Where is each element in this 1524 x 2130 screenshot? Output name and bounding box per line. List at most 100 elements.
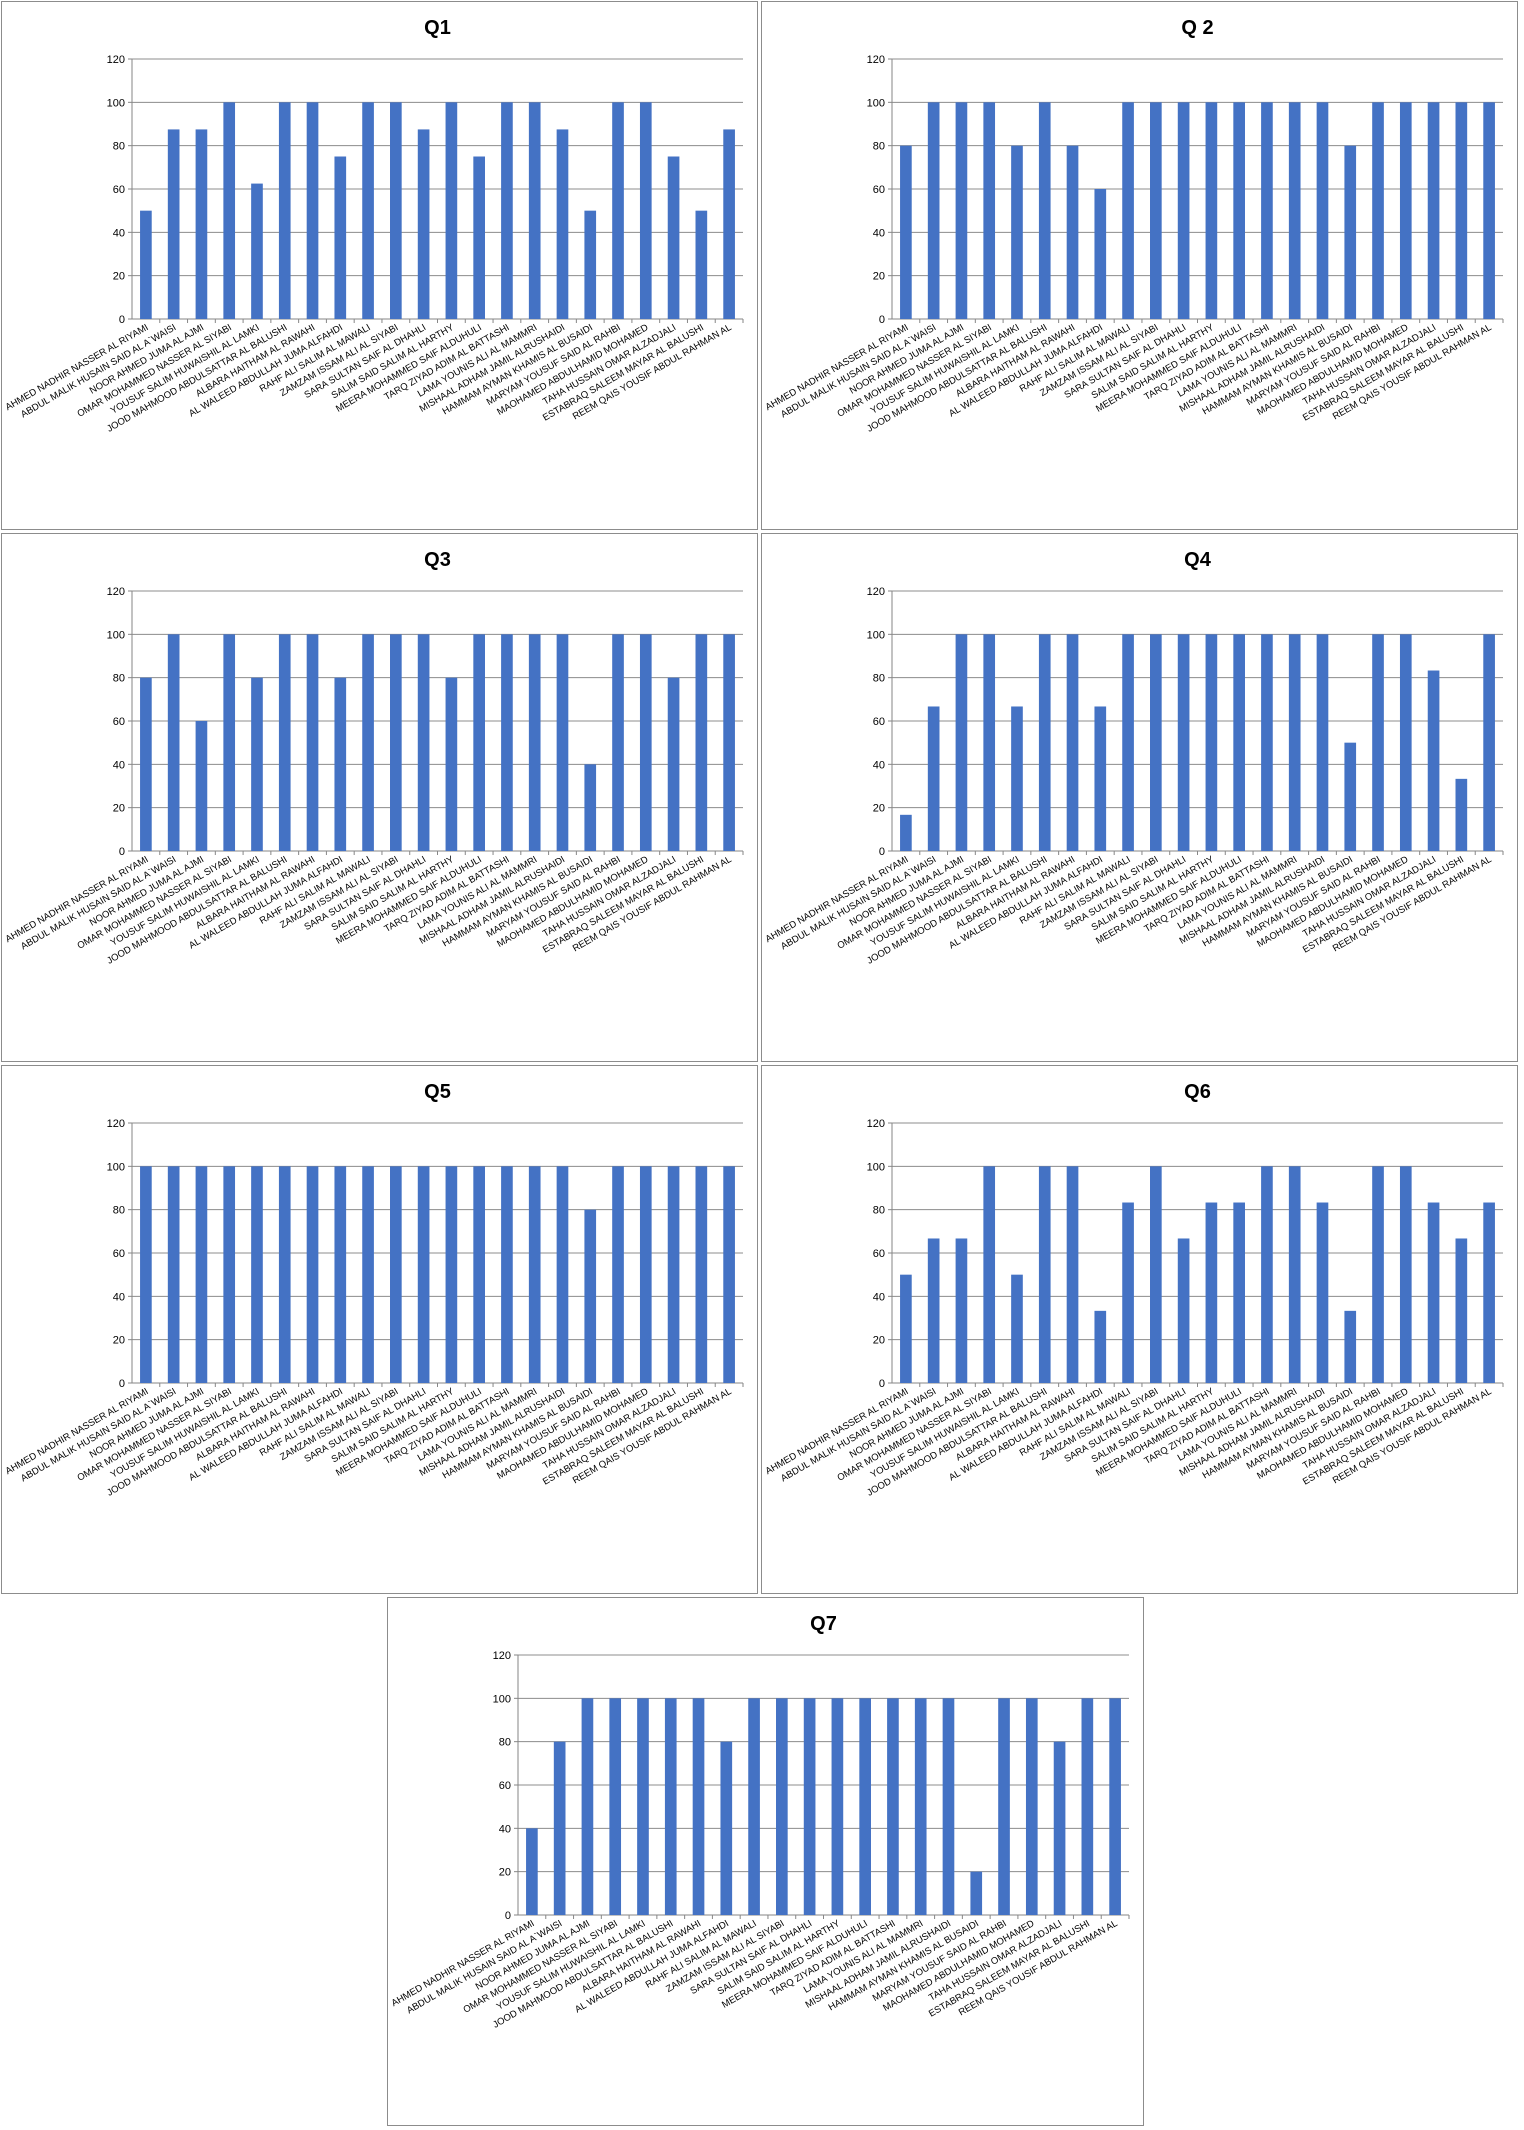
- bar: [776, 1698, 788, 1915]
- bar: [1150, 1166, 1162, 1383]
- bar: [501, 1166, 513, 1383]
- y-tick-label: 20: [113, 1335, 125, 1347]
- bar: [955, 1238, 968, 1383]
- bar: [955, 634, 968, 851]
- bar: [1122, 1202, 1134, 1383]
- chart-panel-q1: Q1 0 20 40 60 80 100 120 AHMED NADHIR NASSER AL …: [1, 1, 758, 530]
- bar: [501, 634, 513, 851]
- bar: [1038, 634, 1051, 851]
- bar: [1261, 102, 1273, 319]
- bar: [900, 1274, 912, 1383]
- bar: [528, 634, 541, 851]
- bar: [859, 1698, 871, 1915]
- bar: [639, 102, 652, 319]
- bar: [639, 1166, 652, 1383]
- bar: [983, 634, 996, 851]
- bar: [581, 1698, 594, 1915]
- bar: [942, 1698, 955, 1915]
- bar: [501, 102, 513, 319]
- bar: [612, 102, 624, 319]
- bar: [278, 102, 291, 319]
- bar: [1483, 634, 1495, 851]
- bar: [1455, 1238, 1468, 1383]
- chart-title: Q7: [810, 1613, 837, 1635]
- bar: [900, 145, 912, 319]
- bar: [927, 706, 940, 851]
- bar: [612, 1166, 624, 1383]
- chart-panel-q7: Q7 0 20 40 60 80 100 120 AHMED NADHIR NASSER AL …: [387, 1597, 1144, 2126]
- bar: [1177, 102, 1190, 319]
- bar: [1150, 634, 1162, 851]
- y-tick-label: 100: [867, 97, 885, 109]
- bar: [251, 183, 263, 319]
- y-tick-label: 20: [499, 1867, 511, 1879]
- bar: [195, 129, 208, 319]
- chart-title: Q5: [424, 1081, 451, 1103]
- chart-title: Q6: [1184, 1081, 1211, 1103]
- bar: [167, 129, 180, 319]
- y-tick-label: 120: [107, 1118, 125, 1130]
- y-tick-label: 40: [499, 1823, 511, 1835]
- y-tick-label: 80: [113, 141, 125, 153]
- y-tick-label: 40: [873, 1291, 885, 1303]
- y-tick-label: 20: [873, 1335, 885, 1347]
- bar: [1399, 1166, 1412, 1383]
- bar: [887, 1698, 899, 1915]
- bar: [1372, 1166, 1384, 1383]
- bar: [1066, 634, 1079, 851]
- bar: [1344, 145, 1357, 319]
- bar: [927, 102, 940, 319]
- bar: [1038, 1166, 1051, 1383]
- y-tick-label: 80: [113, 1205, 125, 1217]
- bar: [445, 677, 458, 851]
- bar: [556, 129, 569, 319]
- bar: [306, 634, 319, 851]
- bar: [1066, 1166, 1079, 1383]
- bar: [609, 1698, 622, 1915]
- y-tick-label: 80: [873, 1205, 885, 1217]
- y-tick-label: 60: [113, 716, 125, 728]
- bar: [223, 634, 236, 851]
- bar: [1122, 634, 1134, 851]
- bar: [445, 102, 458, 319]
- bar: [1399, 102, 1412, 319]
- bar: [334, 677, 347, 851]
- bar: [195, 721, 208, 851]
- y-tick-label: 100: [867, 629, 885, 641]
- bar: [1233, 634, 1245, 851]
- bar: [1205, 634, 1218, 851]
- bar: [473, 634, 485, 851]
- bar: [667, 677, 680, 851]
- bar: [584, 764, 597, 851]
- chart-panel-q5: Q5 0 20 40 60 80 100 120 AHMED NADHIR NASSER AL …: [1, 1065, 758, 1594]
- bar: [1066, 145, 1079, 319]
- y-tick-label: 20: [873, 803, 885, 815]
- bar: [195, 1166, 208, 1383]
- bar: [1288, 634, 1301, 851]
- y-tick-label: 100: [107, 1161, 125, 1173]
- y-tick-label: 80: [873, 141, 885, 153]
- bar: [612, 634, 624, 851]
- bar: [140, 210, 152, 319]
- y-tick-label: 0: [119, 1378, 125, 1390]
- bar: [1316, 102, 1329, 319]
- bar: [748, 1698, 760, 1915]
- y-tick-label: 0: [879, 846, 885, 858]
- y-tick-label: 60: [873, 716, 885, 728]
- y-tick-label: 100: [493, 1693, 511, 1705]
- bar: [223, 1166, 236, 1383]
- bar: [1094, 1310, 1107, 1383]
- bar: [584, 1209, 597, 1383]
- chart-title: Q3: [424, 549, 451, 571]
- y-tick-label: 60: [873, 184, 885, 196]
- bar: [1483, 1202, 1495, 1383]
- bar: [1011, 145, 1023, 319]
- bar: [998, 1698, 1010, 1915]
- y-tick-label: 20: [873, 271, 885, 283]
- y-tick-label: 20: [113, 803, 125, 815]
- bar: [983, 102, 996, 319]
- bar: [900, 814, 912, 851]
- bar: [1177, 634, 1190, 851]
- bar: [1261, 1166, 1273, 1383]
